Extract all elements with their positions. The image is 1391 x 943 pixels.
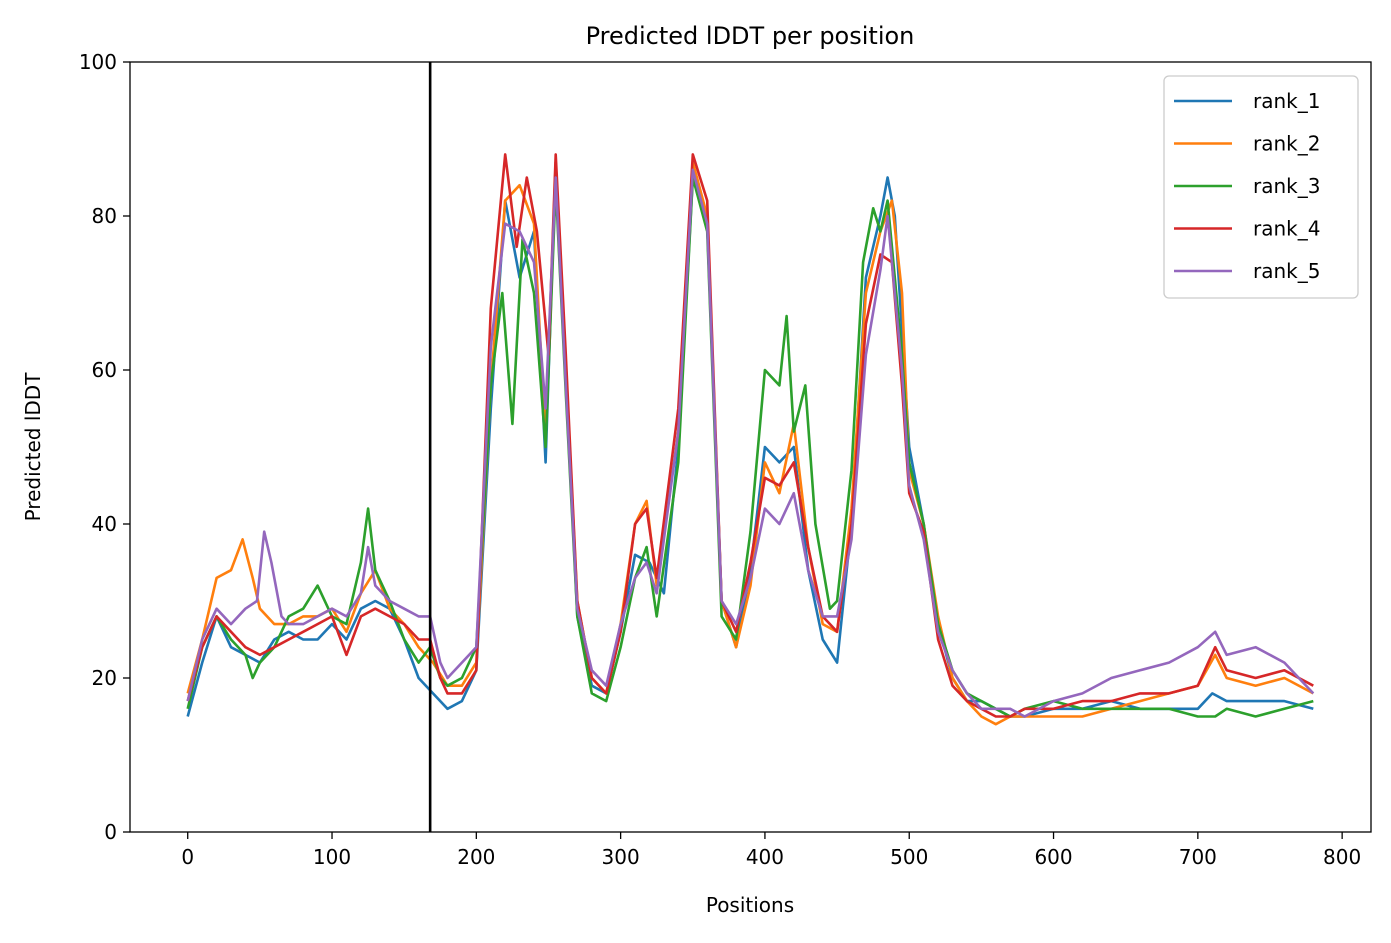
y-tick-label: 20 bbox=[92, 666, 117, 690]
y-tick-label: 80 bbox=[92, 204, 117, 228]
x-tick-label: 0 bbox=[181, 845, 194, 869]
x-tick-label: 400 bbox=[746, 845, 784, 869]
legend-label-rank_1: rank_1 bbox=[1253, 89, 1320, 113]
y-tick-label: 40 bbox=[92, 512, 117, 536]
y-tick-label: 0 bbox=[104, 820, 117, 844]
x-tick-label: 600 bbox=[1034, 845, 1072, 869]
legend-label-rank_4: rank_4 bbox=[1253, 217, 1320, 241]
legend-label-rank_5: rank_5 bbox=[1253, 259, 1320, 283]
x-tick-label: 200 bbox=[457, 845, 495, 869]
plot-frame bbox=[129, 61, 1372, 833]
x-tick-label: 300 bbox=[602, 845, 640, 869]
legend-label-rank_3: rank_3 bbox=[1253, 174, 1320, 198]
y-axis-label: Predicted lDDT bbox=[21, 372, 45, 522]
y-tick-label: 60 bbox=[92, 358, 117, 382]
legend: rank_1 rank_2 rank_3 rank_4 rank_5 bbox=[1163, 75, 1359, 299]
x-tick-label: 800 bbox=[1323, 845, 1361, 869]
legend-box bbox=[1163, 75, 1359, 299]
x-axis-label: Positions bbox=[706, 893, 794, 917]
x-tick-label: 500 bbox=[890, 845, 928, 869]
x-tick-label: 100 bbox=[313, 845, 351, 869]
x-axis-ticks: 0 100 200 300 400 500 600 700 800 bbox=[181, 832, 1361, 869]
y-axis-ticks: 0 20 40 60 80 100 bbox=[79, 50, 130, 844]
series-lines bbox=[186, 153, 1315, 726]
chart-title: Predicted lDDT per position bbox=[586, 22, 915, 50]
legend-label-rank_2: rank_2 bbox=[1253, 132, 1320, 156]
series-line-rank_4 bbox=[186, 153, 1314, 718]
y-tick-label: 100 bbox=[79, 50, 117, 74]
x-tick-label: 700 bbox=[1179, 845, 1217, 869]
series-line-rank_5 bbox=[186, 168, 1315, 718]
